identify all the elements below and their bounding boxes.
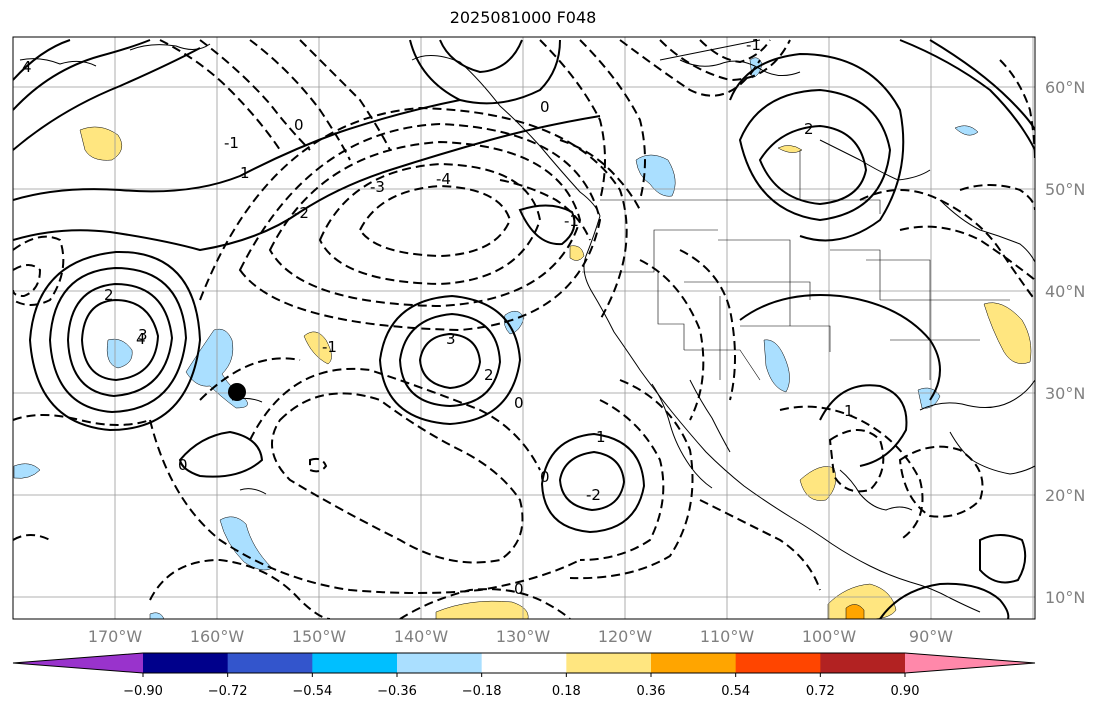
map-title: 2025081000 F048 [449, 8, 597, 27]
colorbar-tick-label: 0.72 [806, 684, 835, 699]
colorbar-tick-label: −0.36 [377, 684, 417, 699]
contour-label: 3 [138, 326, 148, 344]
colorbar-tick-label: −0.54 [292, 684, 332, 699]
lon-label: 140°W [394, 627, 449, 646]
contour-label: -1 [322, 338, 337, 356]
contour-label: -4 [436, 170, 451, 188]
lon-label: 120°W [598, 627, 653, 646]
colorbar-segment [227, 653, 313, 673]
lat-label: 50°N [1045, 180, 1085, 199]
lon-label: 160°W [190, 627, 245, 646]
colorbar-tick-label: 0.18 [552, 684, 581, 699]
contour-label: 1 [844, 402, 854, 420]
colorbar-tick-label: −0.18 [462, 684, 502, 699]
colorbar-tick-label: 0.90 [891, 684, 920, 699]
lon-label: 110°W [700, 627, 755, 646]
contour-label: 0 [514, 394, 524, 412]
gridlines [13, 37, 1035, 619]
lon-label: 100°W [802, 627, 857, 646]
contour-label: 4 [22, 58, 32, 76]
contour-label: 3 [446, 330, 456, 348]
contour-label: -1 [224, 134, 239, 152]
dashed-contours [13, 39, 1035, 619]
longitude-labels: 170°W 160°W 150°W 140°W 130°W 120°W 110°… [88, 627, 953, 646]
colorbar [12, 652, 1036, 674]
colorbar-segment [143, 653, 229, 673]
lon-label: 90°W [909, 627, 953, 646]
contour-label: 2 [484, 366, 494, 384]
lon-label: 130°W [496, 627, 551, 646]
contour-label: -2 [294, 204, 309, 222]
latitude-labels: 60°N 50°N 40°N 30°N 20°N 10°N [1045, 78, 1085, 607]
contour-label: -1 [746, 36, 761, 54]
contour-label: 1 [596, 428, 606, 446]
plot-area [13, 37, 1035, 619]
contour-label: 0 [514, 580, 524, 598]
contour-label: 4 [136, 330, 146, 348]
lat-label: 20°N [1045, 486, 1085, 505]
colorbar-segment [651, 653, 737, 673]
contour-labels: 3 2 4 0 1 -1 -2 -3 -4 0 3 2 -1 0 1 -2 0 … [22, 36, 854, 598]
contour-label: -2 [586, 486, 601, 504]
lat-label: 30°N [1045, 384, 1085, 403]
lat-label: 40°N [1045, 282, 1085, 301]
contour-label: 0 [178, 456, 188, 474]
colorbar-ticks: −0.90 −0.72 −0.54 −0.36 −0.18 0.18 0.36 0.54 0.7… [123, 673, 919, 699]
lon-label: 150°W [292, 627, 347, 646]
location-marker [228, 383, 246, 401]
lon-label: 170°W [88, 627, 143, 646]
contour-label: 2 [104, 286, 114, 304]
colorbar-tick-label: 0.36 [637, 684, 666, 699]
colorbar-tick-label: 0.54 [721, 684, 750, 699]
solid-contours [13, 39, 1035, 619]
contour-label: 2 [804, 120, 814, 138]
contour-label: 0 [540, 98, 550, 116]
colorbar-tick-label: −0.90 [123, 684, 163, 699]
colorbar-segment [905, 653, 1035, 673]
contour-label: 1 [240, 164, 250, 182]
lat-label: 10°N [1045, 588, 1085, 607]
colorbar-segment [481, 653, 567, 673]
contour-label: -3 [370, 178, 385, 196]
contour-label: 0 [294, 116, 304, 134]
colorbar-segment [820, 653, 906, 673]
colorbar-segment [566, 653, 652, 673]
plot-frame [12, 36, 1036, 620]
contour-label: -1 [564, 212, 579, 230]
colorbar-segment [735, 653, 821, 673]
lat-label: 60°N [1045, 78, 1085, 97]
contour-label: 0 [540, 468, 550, 486]
colorbar-segment [397, 653, 483, 673]
colorbar-segment [13, 653, 143, 673]
colorbar-segment [312, 653, 398, 673]
coastlines [19, 39, 1035, 613]
colorbar-tick-label: −0.72 [208, 684, 248, 699]
